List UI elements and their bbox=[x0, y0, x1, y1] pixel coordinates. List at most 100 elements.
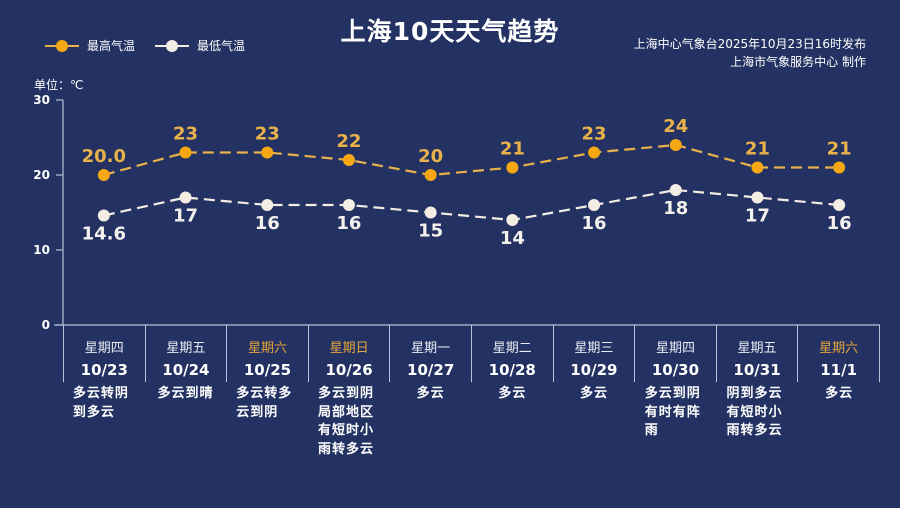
day-column: 星期五 10/31 bbox=[717, 325, 799, 382]
date-label: 10/25 bbox=[243, 361, 292, 379]
legend-item-low: 最低气温 bbox=[155, 37, 245, 54]
weather-description: 多云 bbox=[553, 385, 635, 459]
high-temp-label: 20 bbox=[418, 146, 443, 167]
weather-text: 多云到阴局部地区有短时小雨转多云 bbox=[317, 386, 374, 457]
high-temp-point bbox=[179, 146, 192, 159]
weekday-label: 星期五 bbox=[737, 341, 777, 356]
weekday-label: 星期二 bbox=[492, 341, 532, 356]
weather-description: 阴到多云有短时小雨转多云 bbox=[717, 385, 799, 459]
date-label: 10/31 bbox=[733, 361, 781, 379]
low-temp-label: 16 bbox=[336, 213, 361, 234]
date-label: 10/24 bbox=[162, 361, 210, 379]
high-temp-point bbox=[751, 161, 764, 174]
date-label: 10/23 bbox=[80, 361, 128, 379]
weather-description: 多云 bbox=[798, 385, 880, 459]
low-temp-point bbox=[669, 184, 682, 196]
high-temp-label: 22 bbox=[336, 131, 361, 152]
weather-text: 多云 bbox=[416, 386, 445, 401]
low-temp-point bbox=[97, 209, 110, 222]
weather-text: 多云到阴有时有阵雨 bbox=[644, 386, 701, 438]
chart-title: 上海10天天气趋势 bbox=[340, 17, 560, 46]
y-tick-label: 0 bbox=[42, 318, 50, 332]
weather-description-row: 多云转阴到多云 多云到晴 多云转多云到阴 多云到阴局部地区有短时小雨转多云 多云 多云 多云… bbox=[63, 385, 880, 459]
low-temp-label: 16 bbox=[255, 213, 280, 234]
high-temp-point bbox=[97, 169, 110, 181]
high-temp-label: 23 bbox=[255, 124, 280, 145]
legend: 最高气温 最低气温 bbox=[45, 37, 265, 54]
low-temp-line bbox=[103, 188, 840, 222]
date-label: 10/30 bbox=[651, 361, 700, 379]
high-temp-label: 24 bbox=[663, 116, 688, 137]
day-column: 星期四 10/23 bbox=[63, 325, 146, 382]
y-tick-label: 30 bbox=[33, 93, 50, 107]
weather-description: 多云到阴局部地区有短时小雨转多云 bbox=[308, 385, 390, 459]
weather-text: 多云 bbox=[498, 386, 527, 401]
weekday-label: 星期四 bbox=[84, 341, 124, 356]
date-label: 10/29 bbox=[570, 361, 618, 379]
producer: 上海市气象服务中心 制作 bbox=[730, 55, 866, 69]
low-temp-marker-icon bbox=[155, 39, 190, 53]
weather-description: 多云转多云到阴 bbox=[226, 385, 308, 459]
high-temp-line bbox=[103, 143, 840, 177]
high-temp-label: 21 bbox=[827, 139, 852, 160]
low-temp-label: 16 bbox=[582, 213, 607, 234]
weather-text: 多云到晴 bbox=[157, 386, 214, 401]
weather-description: 多云 bbox=[472, 385, 554, 459]
legend-item-high: 最高气温 bbox=[45, 37, 135, 54]
low-temp-label: 18 bbox=[663, 198, 688, 219]
low-temp-label: 14 bbox=[500, 228, 525, 249]
weather-text: 多云 bbox=[580, 386, 609, 401]
unit-label: 单位：℃ bbox=[34, 78, 84, 92]
low-temp-label: 15 bbox=[418, 221, 443, 242]
issuer-info: 上海中心气象台2025年10月23日16时发布 上海市气象服务中心 制作 bbox=[634, 35, 866, 71]
low-temp-point bbox=[179, 191, 192, 204]
day-column: 星期四 10/30 bbox=[635, 325, 717, 382]
day-column: 星期一 10/27 bbox=[390, 325, 472, 382]
high-temp-label: 20.0 bbox=[82, 146, 126, 167]
high-temp-label: 21 bbox=[500, 139, 525, 160]
high-temp-point bbox=[342, 154, 355, 166]
high-temp-point bbox=[424, 169, 437, 181]
high-temp-point bbox=[588, 146, 601, 159]
weekday-label: 星期四 bbox=[655, 341, 695, 356]
weather-text: 阴到多云有短时小雨转多云 bbox=[726, 386, 783, 438]
high-temp-label: 23 bbox=[582, 124, 607, 145]
low-temp-label: 16 bbox=[827, 213, 852, 234]
low-temp-label: 17 bbox=[173, 206, 198, 227]
high-temp-point bbox=[833, 161, 846, 174]
legend-label-low: 最低气温 bbox=[197, 39, 246, 53]
low-temp-label: 14.6 bbox=[82, 224, 126, 245]
weather-description: 多云到晴 bbox=[145, 385, 227, 459]
day-column: 星期二 10/28 bbox=[472, 325, 554, 382]
weather-description: 多云转阴到多云 bbox=[63, 385, 145, 459]
date-label: 11/1 bbox=[820, 361, 858, 379]
high-temp-label: 21 bbox=[745, 139, 770, 160]
day-table: 星期四 10/23 星期五 10/24 星期六 10/25 星期日 10/26 星期一 10/27… bbox=[63, 325, 880, 382]
weather-description: 多云到阴有时有阵雨 bbox=[635, 385, 717, 459]
weekday-label: 星期一 bbox=[411, 341, 451, 356]
y-tick-label: 10 bbox=[33, 243, 50, 257]
issue-time: 上海中心气象台2025年10月23日16时发布 bbox=[633, 37, 866, 51]
weather-text: 多云转多云到阴 bbox=[236, 386, 293, 420]
low-temp-point bbox=[424, 206, 437, 219]
low-temp-point bbox=[833, 199, 846, 211]
weekday-label: 星期六 bbox=[819, 341, 859, 356]
weather-description: 多云 bbox=[390, 385, 472, 459]
day-column: 星期五 10/24 bbox=[146, 325, 228, 382]
high-temp-point bbox=[261, 146, 274, 159]
legend-label-high: 最高气温 bbox=[87, 39, 136, 53]
date-label: 10/26 bbox=[325, 361, 373, 379]
high-temp-label: 23 bbox=[173, 124, 198, 145]
low-temp-point bbox=[342, 199, 355, 211]
low-temp-point bbox=[261, 199, 274, 211]
weather-text: 多云 bbox=[825, 386, 854, 401]
weekday-label: 星期六 bbox=[247, 341, 287, 356]
low-temp-point bbox=[751, 191, 764, 204]
day-column: 星期三 10/29 bbox=[554, 325, 636, 382]
high-temp-point bbox=[669, 139, 682, 151]
low-temp-point bbox=[588, 199, 601, 211]
day-column: 星期日 10/26 bbox=[309, 325, 391, 382]
y-tick-label: 20 bbox=[33, 168, 50, 182]
weekday-label: 星期日 bbox=[329, 341, 369, 356]
day-column: 星期六 10/25 bbox=[227, 325, 309, 382]
